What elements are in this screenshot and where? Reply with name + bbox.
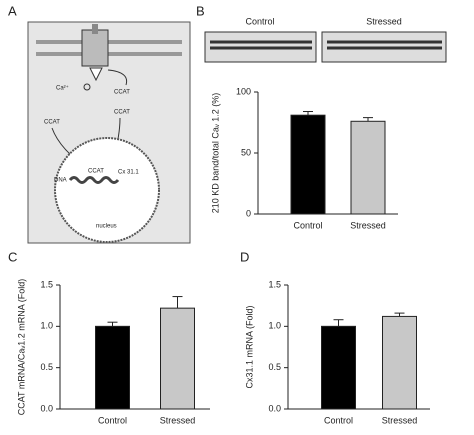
bar (160, 307, 195, 410)
ion-dot (83, 83, 91, 91)
membrane (36, 40, 182, 44)
dna-label: DNA (54, 178, 67, 184)
arrow (107, 69, 128, 86)
x-tick-label: Control (324, 415, 353, 425)
bar (382, 315, 417, 410)
y-tick-label: 0.0 (268, 403, 281, 413)
nucleus-circle (54, 137, 160, 243)
membrane (36, 52, 182, 56)
panel-label: C (8, 249, 17, 264)
panel-label: D (240, 249, 249, 264)
bar (290, 114, 326, 215)
y-axis-label: Cx31.1 mRNA (Fold) (244, 305, 254, 388)
bar (95, 325, 130, 410)
dna-strand (68, 176, 120, 184)
y-tick-label: 0.0 (40, 403, 53, 413)
blot: Control Stressed (204, 16, 447, 63)
y-tick-label: 1.0 (40, 321, 53, 331)
y-tick-label: 1.0 (268, 321, 281, 331)
protein-label: CCAT (88, 169, 104, 175)
protein-label: CCAT (114, 90, 130, 96)
y-tick-label: 0.5 (40, 362, 53, 372)
panel-label: A (8, 3, 17, 18)
ion-label: Ca²⁺ (56, 85, 69, 92)
bar (321, 325, 356, 410)
blot-group: Control (245, 16, 274, 26)
y-tick-label: 1.5 (40, 279, 53, 289)
nucleus-label: nucleus (96, 224, 117, 230)
bar (350, 120, 386, 215)
y-axis-label: CCAT mRNA/Caᵥ1.2 mRNA (Fold) (16, 279, 26, 416)
x-tick-label: Stressed (160, 415, 196, 425)
x-tick-label: Stressed (350, 220, 386, 230)
y-tick-label: 0.5 (268, 362, 281, 372)
diagram: Ca²⁺ CCAT CCAT CCAT CCAT DNA Cx 31.1 nuc… (27, 21, 191, 244)
y-tick-label: 50 (241, 147, 251, 157)
arrow (89, 67, 103, 82)
protein-label: CCAT (114, 110, 130, 116)
x-tick-label: Stressed (382, 415, 418, 425)
panel-label: B (196, 3, 205, 18)
channel-pore (92, 24, 98, 34)
y-tick-label: 1.5 (268, 279, 281, 289)
x-tick-label: Control (98, 415, 127, 425)
x-tick-label: Control (293, 220, 322, 230)
y-tick-label: 100 (236, 86, 251, 96)
protein-label: CCAT (44, 120, 60, 126)
blot-band (210, 40, 442, 50)
channel (81, 29, 109, 67)
gene-label: Cx 31.1 (118, 170, 139, 176)
y-axis-label: 210 KD band/total Caᵥ 1.2 (%) (210, 93, 220, 213)
blot-group: Stressed (366, 16, 402, 26)
y-tick-label: 0 (246, 208, 251, 218)
